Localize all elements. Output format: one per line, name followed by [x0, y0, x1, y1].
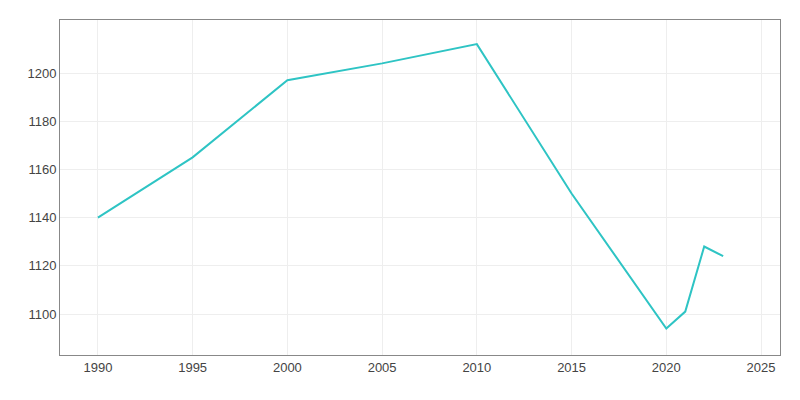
- svg-text:1160: 1160: [28, 162, 56, 177]
- svg-text:2000: 2000: [273, 360, 302, 375]
- svg-text:1140: 1140: [28, 210, 56, 225]
- svg-text:1990: 1990: [83, 360, 112, 375]
- svg-text:2005: 2005: [368, 360, 397, 375]
- svg-text:2010: 2010: [462, 360, 491, 375]
- svg-text:1995: 1995: [178, 360, 207, 375]
- svg-text:1120: 1120: [28, 258, 56, 273]
- svg-text:1100: 1100: [28, 307, 56, 322]
- svg-text:2015: 2015: [557, 360, 586, 375]
- svg-text:1200: 1200: [27, 66, 56, 81]
- svg-text:2025: 2025: [747, 360, 776, 375]
- svg-text:1180: 1180: [28, 114, 56, 129]
- svg-text:2020: 2020: [652, 360, 681, 375]
